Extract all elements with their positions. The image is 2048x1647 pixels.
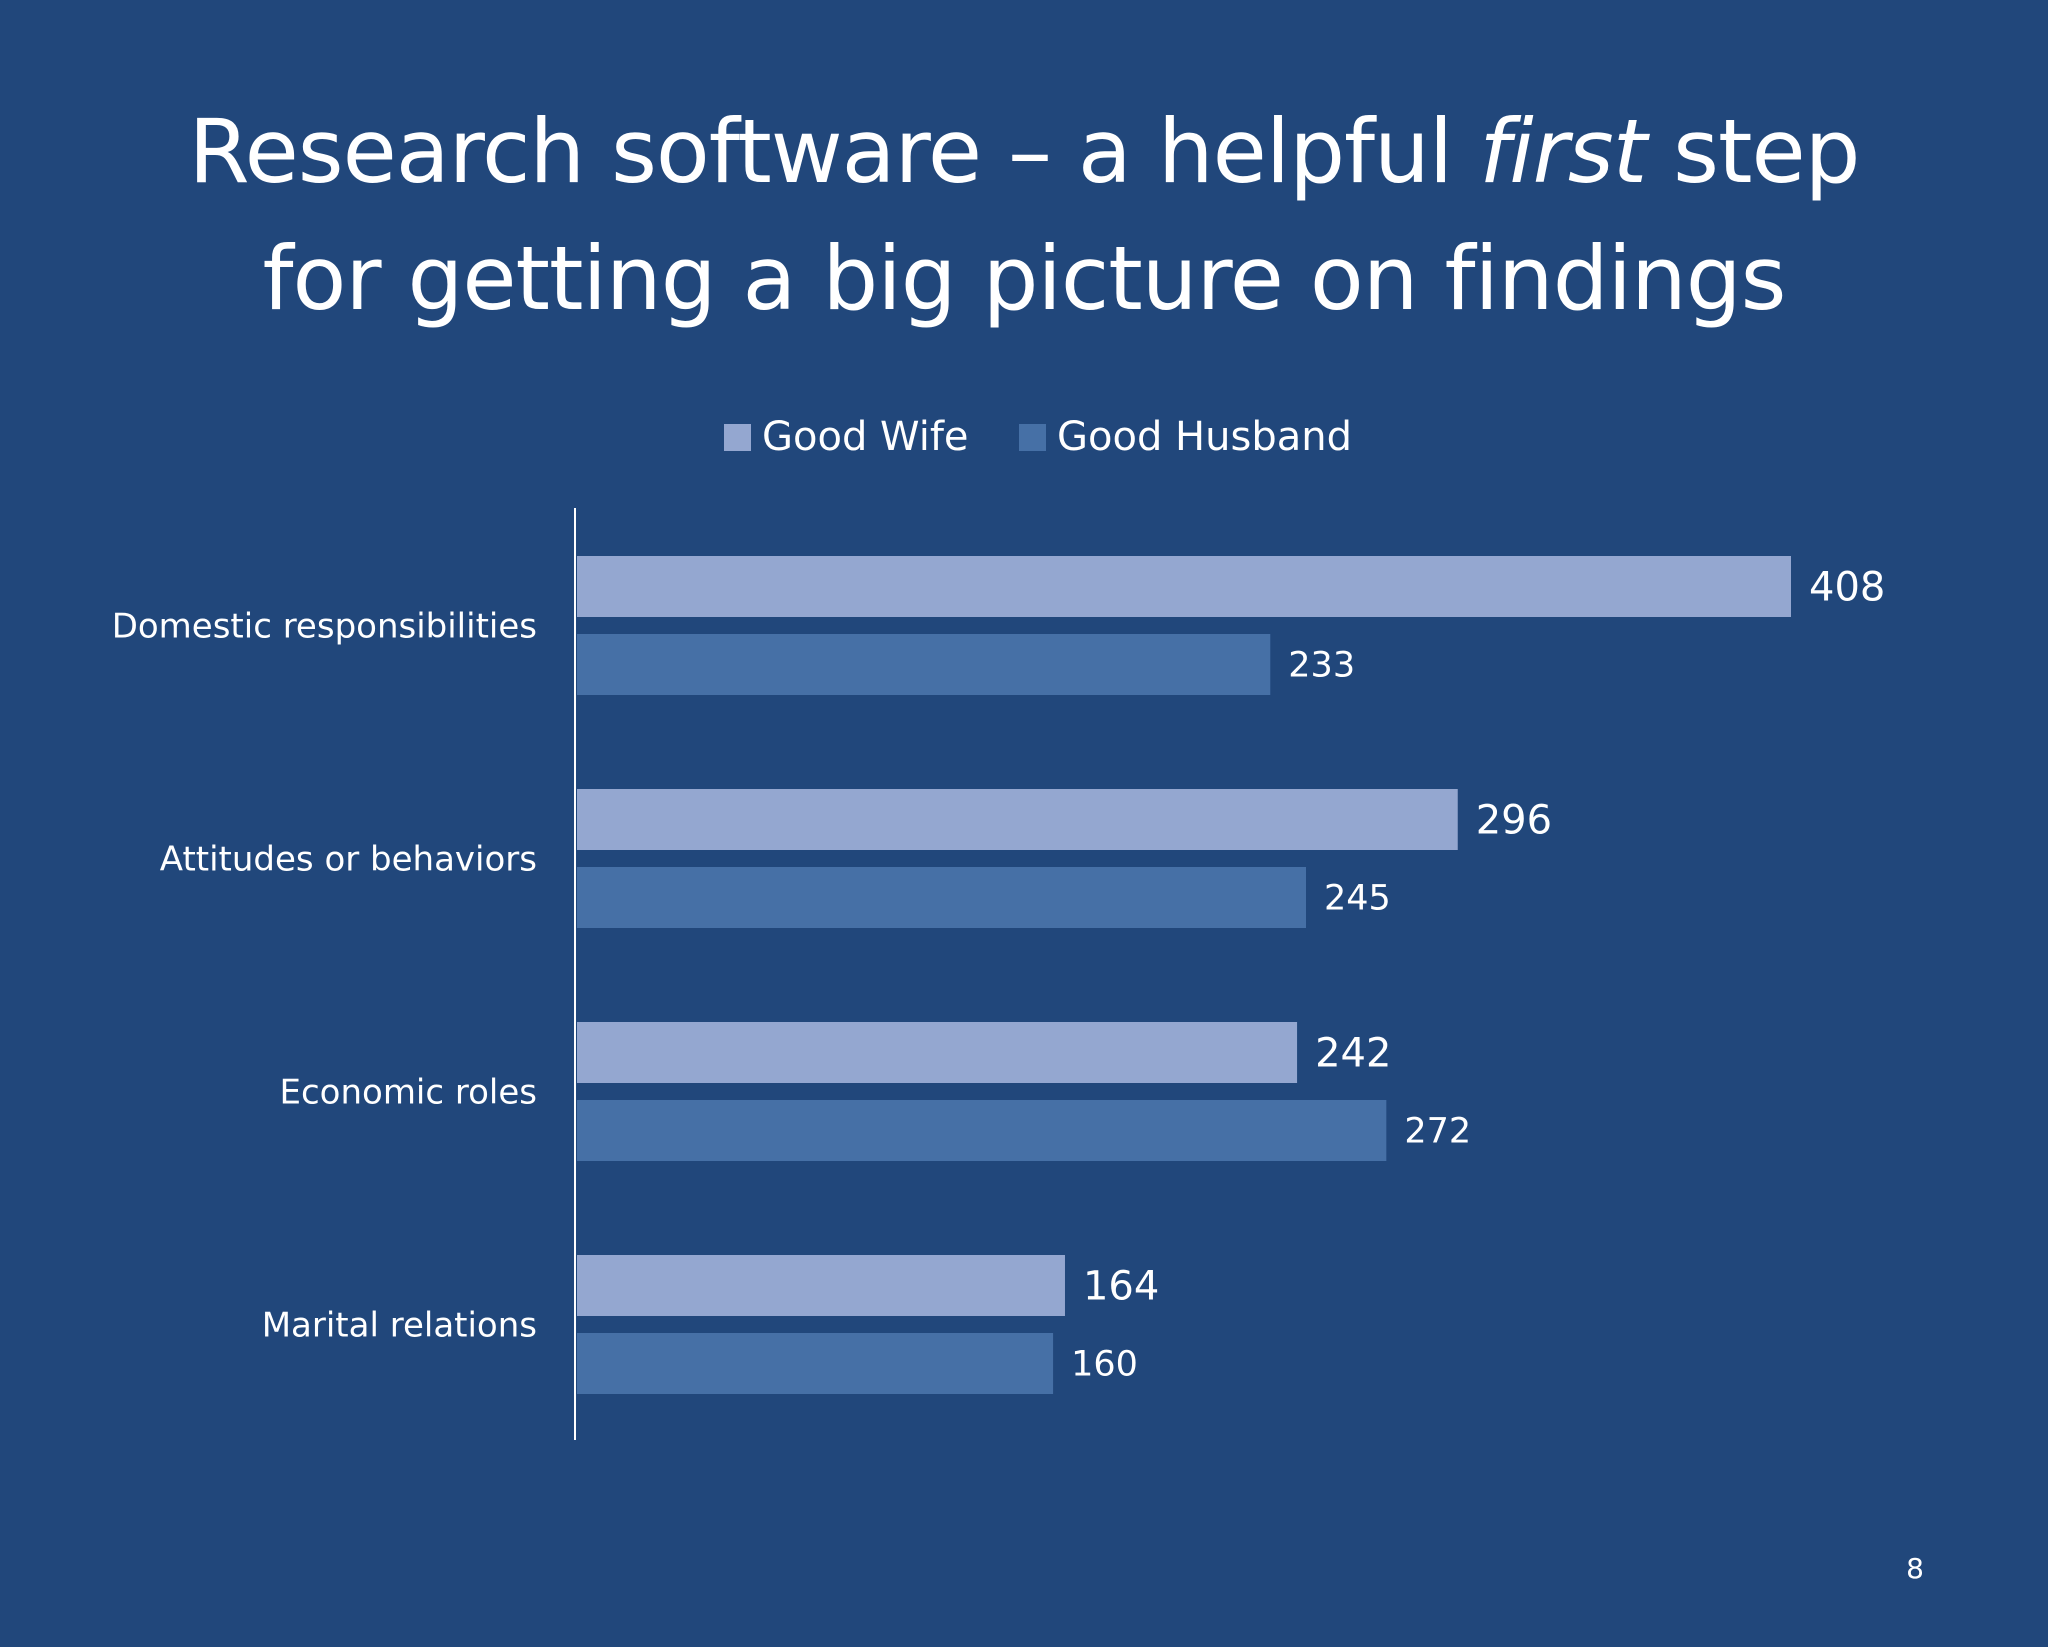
- bar: [577, 556, 1791, 617]
- legend-swatch: [1019, 424, 1046, 451]
- bar: [577, 1022, 1298, 1083]
- bar: [577, 1100, 1387, 1161]
- legend-label: Good Wife: [762, 414, 969, 460]
- data-label: 233: [1288, 646, 1355, 686]
- title-line-2: for getting a big picture on findings: [262, 227, 1787, 330]
- legend-label: Good Husband: [1057, 414, 1352, 460]
- data-label: 164: [1083, 1264, 1159, 1310]
- slide-number: 8: [1906, 1552, 1924, 1585]
- bar: [577, 789, 1458, 850]
- data-label: 296: [1476, 798, 1552, 844]
- data-label: 272: [1404, 1112, 1471, 1152]
- title-emphasis: first: [1479, 100, 1647, 203]
- bar: [577, 634, 1271, 695]
- data-label: 242: [1315, 1031, 1391, 1077]
- category-label: Domestic responsibilities: [112, 607, 537, 647]
- bar: [577, 1255, 1065, 1316]
- title-text-part: step: [1646, 100, 1860, 203]
- bar: [577, 867, 1306, 928]
- category-label: Economic roles: [279, 1073, 537, 1113]
- bar: [577, 1333, 1054, 1394]
- slide-title: Research software – a helpful first step…: [0, 88, 2048, 342]
- title-text-part: Research software – a helpful: [188, 100, 1480, 203]
- category-label: Attitudes or behaviors: [160, 840, 537, 880]
- category-label: Marital relations: [262, 1306, 537, 1346]
- legend-swatch: [724, 424, 751, 451]
- data-label: 160: [1071, 1345, 1138, 1385]
- title-line-1: Research software – a helpful first step: [0, 88, 2048, 215]
- data-label: 245: [1324, 879, 1391, 919]
- data-label: 408: [1809, 565, 1885, 611]
